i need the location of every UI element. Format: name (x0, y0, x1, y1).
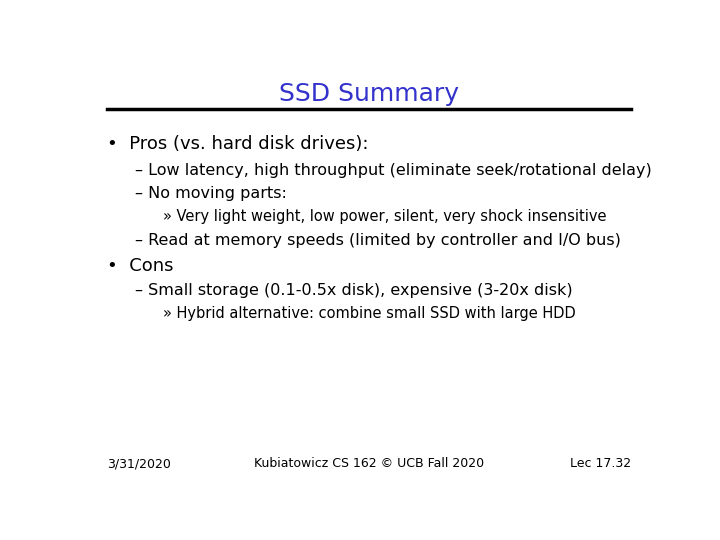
Text: – No moving parts:: – No moving parts: (135, 186, 287, 201)
Text: – Low latency, high throughput (eliminate seek/rotational delay): – Low latency, high throughput (eliminat… (135, 163, 652, 178)
Text: – Read at memory speeds (limited by controller and I/O bus): – Read at memory speeds (limited by cont… (135, 233, 621, 248)
Text: •  Cons: • Cons (107, 258, 174, 275)
Text: – Small storage (0.1-0.5x disk), expensive (3-20x disk): – Small storage (0.1-0.5x disk), expensi… (135, 282, 572, 298)
Text: •  Pros (vs. hard disk drives):: • Pros (vs. hard disk drives): (107, 135, 368, 153)
Text: » Hybrid alternative: combine small SSD with large HDD: » Hybrid alternative: combine small SSD … (163, 306, 575, 321)
Text: 3/31/2020: 3/31/2020 (107, 457, 171, 470)
Text: Kubiatowicz CS 162 © UCB Fall 2020: Kubiatowicz CS 162 © UCB Fall 2020 (254, 457, 484, 470)
Text: » Very light weight, low power, silent, very shock insensitive: » Very light weight, low power, silent, … (163, 209, 606, 224)
Text: Lec 17.32: Lec 17.32 (570, 457, 631, 470)
Text: SSD Summary: SSD Summary (279, 82, 459, 106)
